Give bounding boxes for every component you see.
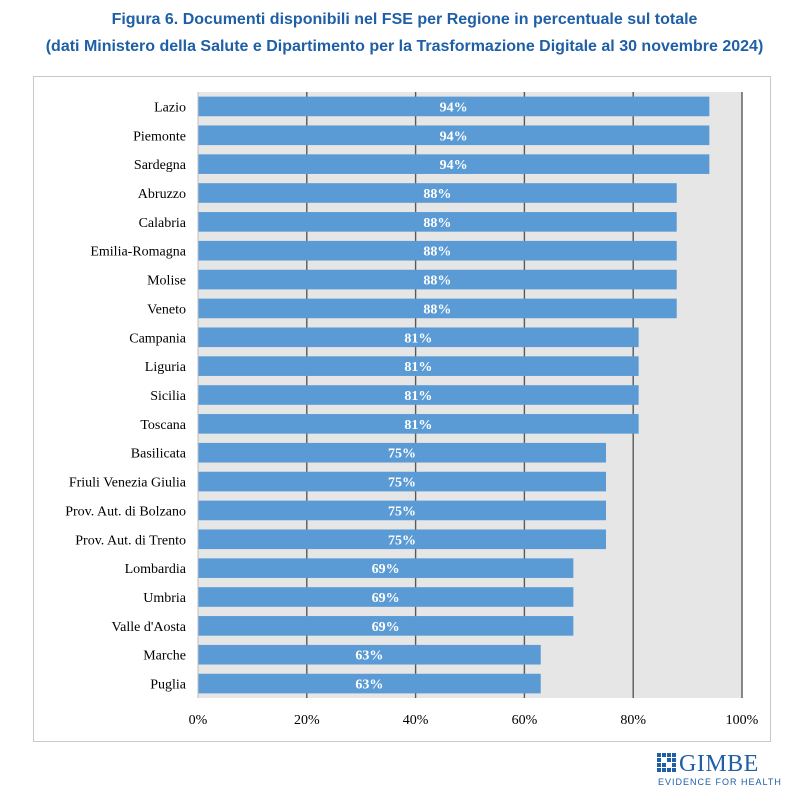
chart-frame: [33, 76, 771, 742]
category-label-calabria: Calabria: [139, 216, 187, 231]
bar-emilia-romagna: [198, 240, 677, 261]
category-label-lombardia: Lombardia: [125, 562, 187, 577]
bar-marche: [198, 644, 541, 665]
category-label-marche: Marche: [143, 649, 186, 664]
bar-valle-d-aosta: [198, 616, 574, 636]
data-label-prov-aut-di-bolzano: 75%: [388, 504, 416, 519]
data-label-marche: 63%: [355, 649, 383, 664]
x-tick-label-60: 60%: [512, 713, 538, 728]
data-label-sardegna: 94%: [440, 158, 468, 173]
data-label-toscana: 81%: [404, 418, 432, 433]
category-label-valle-d-aosta: Valle d'Aosta: [112, 620, 187, 635]
data-label-puglia: 63%: [355, 678, 383, 693]
bar-sardegna: [198, 154, 710, 174]
bar-toscana: [198, 414, 639, 434]
category-label-basilicata: Basilicata: [131, 447, 187, 462]
x-tick-label-40: 40%: [403, 713, 429, 728]
bar-campania: [198, 327, 639, 348]
data-label-lazio: 94%: [440, 100, 468, 115]
category-label-prov-aut-di-bolzano: Prov. Aut. di Bolzano: [65, 504, 186, 519]
bar-prov-aut-di-bolzano: [198, 500, 606, 521]
category-label-emilia-romagna: Emilia-Romagna: [90, 245, 186, 260]
chart-title-block: Figura 6. Documenti disponibili nel FSE …: [0, 6, 809, 60]
category-label-liguria: Liguria: [145, 360, 187, 375]
category-label-lazio: Lazio: [154, 100, 186, 115]
bar-lombardia: [198, 558, 574, 578]
bar-molise: [198, 269, 677, 290]
category-label-friuli-venezia-giulia: Friuli Venezia Giulia: [69, 476, 187, 491]
category-label-toscana: Toscana: [140, 418, 186, 433]
x-tick-label-100: 100%: [726, 713, 759, 728]
bar-lazio: [198, 96, 710, 117]
category-label-puglia: Puglia: [150, 678, 187, 693]
bar-veneto: [198, 298, 677, 319]
data-label-valle-d-aosta: 69%: [372, 620, 400, 635]
chart-subtitle: (dati Ministero della Salute e Dipartime…: [45, 38, 764, 55]
data-label-basilicata: 75%: [388, 447, 416, 462]
bar-basilicata: [198, 442, 606, 463]
data-label-veneto: 88%: [423, 302, 451, 317]
bar-friuli-venezia-giulia: [198, 471, 606, 492]
gimbe-logo: GIMBE EVIDENCE FOR HEALTH: [657, 751, 781, 792]
category-label-sicilia: Sicilia: [150, 389, 187, 404]
category-label-prov-aut-di-trento: Prov. Aut. di Trento: [75, 533, 186, 548]
data-label-calabria: 88%: [423, 216, 451, 231]
data-label-lombardia: 69%: [372, 562, 400, 577]
data-label-sicilia: 81%: [404, 389, 432, 404]
x-tick-label-0: 0%: [189, 713, 208, 728]
bar-piemonte: [198, 125, 710, 146]
data-label-piemonte: 94%: [440, 129, 468, 144]
category-label-umbria: Umbria: [143, 591, 187, 606]
data-label-emilia-romagna: 88%: [423, 245, 451, 260]
data-label-prov-aut-di-trento: 75%: [388, 533, 416, 548]
category-label-campania: Campania: [129, 331, 187, 346]
category-label-piemonte: Piemonte: [133, 129, 186, 144]
data-label-friuli-venezia-giulia: 75%: [388, 476, 416, 491]
bar-sicilia: [198, 385, 639, 405]
bar-puglia: [198, 673, 541, 694]
category-label-veneto: Veneto: [147, 302, 186, 317]
bar-liguria: [198, 356, 639, 376]
bar-calabria: [198, 212, 677, 232]
data-label-campania: 81%: [404, 331, 432, 346]
gimbe-logo-tagline: EVIDENCE FOR HEALTH: [658, 777, 782, 787]
chart-title: Figura 6. Documenti disponibili nel FSE …: [111, 11, 698, 28]
data-label-liguria: 81%: [404, 360, 432, 375]
bar-umbria: [198, 587, 574, 607]
category-label-abruzzo: Abruzzo: [138, 187, 186, 202]
x-tick-label-20: 20%: [294, 713, 320, 728]
category-label-sardegna: Sardegna: [134, 158, 187, 173]
x-tick-label-80: 80%: [620, 713, 646, 728]
data-label-abruzzo: 88%: [423, 187, 451, 202]
gimbe-logo-name: GIMBE: [679, 751, 759, 777]
data-label-umbria: 69%: [372, 591, 400, 606]
bar-abruzzo: [198, 183, 677, 203]
bar-prov-aut-di-trento: [198, 529, 606, 550]
gimbe-logo-icon: [657, 753, 676, 772]
category-label-molise: Molise: [147, 274, 186, 289]
data-label-molise: 88%: [423, 274, 451, 289]
